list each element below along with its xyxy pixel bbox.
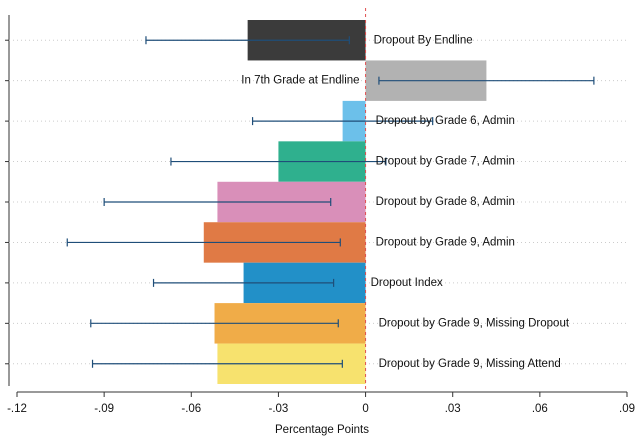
bar-label: Dropout by Grade 9, Admin [376,236,515,248]
bar-label: Dropout by Grade 9, Missing Dropout [379,317,570,329]
error-bar [145,36,350,45]
x-tick-label: -.03 [269,403,289,415]
x-tick-label: .06 [532,403,548,415]
error-bar [91,359,343,368]
x-tick-label: .09 [619,403,635,415]
error-bar [66,238,341,247]
error-bar [90,319,339,328]
error-bar [251,117,434,126]
error-bar [170,157,387,166]
bar-label: Dropout By Endline [374,34,473,46]
bar-label: Dropout by Grade 8, Admin [376,196,515,208]
bar-label: Dropout by Grade 9, Missing Attend [379,358,561,370]
x-axis-title: Percentage Points [275,424,369,436]
error-bar [378,76,595,85]
x-tick-label: -.06 [181,403,201,415]
bar-label: Dropout Index [371,277,443,289]
error-bar [103,198,332,206]
bar-label: Dropout by Grade 7, Admin [376,156,515,168]
x-tick-label: .03 [445,403,461,415]
x-tick-label: 0 [362,403,368,415]
error-bar [152,278,335,287]
bar-label: Dropout by Grade 6, Admin [376,115,515,127]
bar-label: In 7th Grade at Endline [241,75,359,87]
x-tick-label: -.09 [94,403,114,415]
x-tick-label: -.12 [7,403,27,415]
